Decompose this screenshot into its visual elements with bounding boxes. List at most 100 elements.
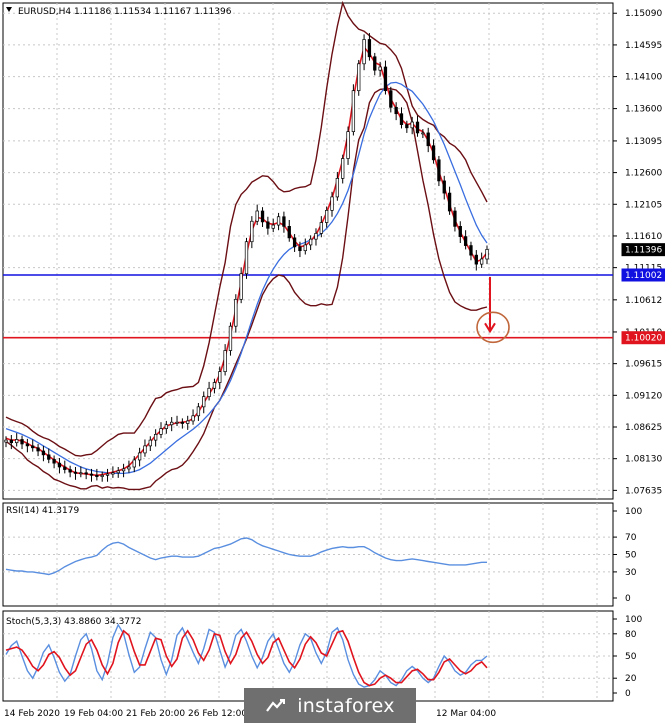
candle-body (95, 474, 99, 477)
x-tick-label: 12 Mar 04:00 (436, 709, 496, 719)
candle-body (260, 210, 265, 223)
candle-body (143, 445, 147, 454)
candle-body (68, 469, 72, 473)
y-tick-label: 1.09120 (625, 391, 662, 401)
pane-frame-main (2, 2, 614, 500)
target-arrow-head (484, 322, 496, 334)
ind-tick-label: 80 (625, 630, 637, 640)
candle-body (287, 226, 291, 239)
grid-lines (3, 3, 613, 701)
chart-frames (2, 2, 614, 702)
y-tick-label: 1.14595 (625, 41, 662, 51)
candle-body (276, 216, 281, 226)
candle-body (20, 439, 24, 445)
candle-body (330, 196, 334, 211)
candle-body (132, 459, 136, 468)
x-tick-label: 14 Feb 2020 (4, 709, 60, 719)
candle-body (127, 466, 131, 470)
ind-tick-label: 100 (625, 615, 642, 625)
candle-body (202, 396, 206, 408)
ind-tick-label: 30 (625, 568, 637, 578)
candle-body (389, 90, 393, 108)
candle-body (73, 471, 78, 474)
symbol-marker-icon (6, 7, 12, 12)
candle-body (148, 439, 152, 447)
candle-body (453, 210, 457, 227)
annotations (6, 7, 510, 344)
indicator-lines (5, 537, 488, 688)
candle-body (84, 472, 88, 475)
candle-body (234, 298, 238, 327)
candle-body (266, 221, 270, 229)
candle-body (47, 454, 51, 460)
candle-body (426, 132, 430, 147)
y-tick-label: 1.07635 (625, 486, 662, 496)
y-tick-label: 1.12600 (625, 169, 662, 179)
symbol-header: EURUSD,H4 1.11186 1.11534 1.11167 1.1139… (18, 7, 232, 17)
candle-body (415, 121, 420, 134)
candle-body (57, 462, 62, 468)
candle-body (314, 233, 318, 240)
watermark-logo-icon (266, 698, 286, 712)
ind-tick-label: 70 (625, 533, 637, 543)
ind-tick-label: 50 (625, 551, 637, 561)
target-circle (476, 311, 510, 344)
candle-body (207, 387, 211, 397)
horizontal-levels (3, 274, 613, 339)
candle-body (442, 180, 446, 194)
y-tick-label: 1.10612 (625, 296, 662, 306)
candle-body (362, 39, 366, 65)
y-tick-label: 1.12105 (625, 200, 662, 210)
candle-body (346, 131, 350, 159)
candle-body (292, 237, 297, 248)
y-tick-label: 1.09615 (625, 360, 662, 370)
price-tag (621, 243, 665, 257)
candle-body (474, 254, 478, 265)
candle-body (111, 472, 115, 475)
stoch-signal-line (5, 629, 488, 687)
y-tick-label: 1.08130 (625, 455, 662, 465)
candle-body (137, 452, 142, 461)
price-tag (621, 268, 665, 282)
candle-body (36, 447, 40, 452)
candle-body (105, 473, 110, 476)
candle-body (480, 258, 484, 265)
candle-body (394, 106, 398, 115)
candle-body (303, 244, 307, 252)
y-tick-label: 1.08625 (625, 423, 662, 433)
price-tag-label: 1.11002 (625, 271, 662, 281)
candle-body (469, 245, 473, 256)
candle-body (170, 421, 174, 426)
candle-body (116, 470, 120, 474)
y-tick-label: 1.13600 (625, 105, 662, 115)
candle-body (186, 420, 190, 424)
candle-body (244, 241, 249, 275)
candle-body (196, 406, 201, 417)
candle-body (458, 226, 462, 237)
candle-body (239, 273, 243, 300)
ma-slow-line (5, 81, 488, 475)
x-tick-label: 19 Feb 04:00 (64, 709, 123, 719)
candle-body (250, 220, 254, 243)
candle-body (378, 66, 382, 71)
candle-body (180, 421, 185, 424)
candle-body (298, 246, 302, 252)
price-tag-label: 1.11396 (625, 246, 662, 256)
watermark-banner: instaforex (244, 688, 416, 723)
y-tick-label: 1.15090 (625, 9, 662, 19)
y-tick-label: 1.13095 (625, 137, 662, 147)
candle-body (52, 458, 56, 464)
candle-body (175, 421, 179, 424)
ind-tick-label: 50 (625, 652, 637, 662)
price-tag (621, 331, 665, 345)
candle-body (463, 236, 468, 246)
candle-body (447, 192, 452, 212)
rsi-line (5, 537, 487, 576)
candle-body (31, 445, 35, 449)
candle-body (89, 473, 94, 476)
stoch-header: Stoch(5,3,3) 43.8860 34.3772 (6, 617, 141, 627)
candle-body (153, 434, 158, 441)
y-tick-label: 1.14100 (625, 73, 662, 83)
candle-body (271, 224, 275, 229)
